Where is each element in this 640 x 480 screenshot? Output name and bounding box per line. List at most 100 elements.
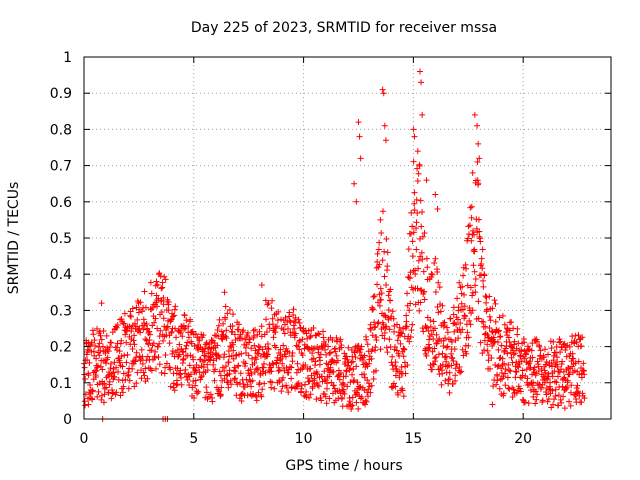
- data-point: [469, 307, 476, 314]
- data-point: [119, 389, 126, 396]
- data-point: [486, 293, 493, 300]
- data-point: [94, 362, 101, 369]
- data-point: [293, 369, 300, 376]
- data-point: [545, 396, 552, 403]
- data-point: [449, 355, 456, 362]
- data-point: [391, 322, 398, 329]
- data-point: [118, 316, 125, 323]
- data-point: [397, 340, 404, 347]
- data-point: [556, 384, 563, 391]
- data-point: [166, 340, 173, 347]
- data-point: [127, 313, 134, 320]
- data-point: [229, 311, 236, 318]
- data-point: [98, 300, 105, 307]
- data-point: [364, 377, 371, 384]
- data-point: [277, 346, 284, 353]
- data-point: [139, 360, 146, 367]
- data-point: [103, 374, 110, 381]
- data-point: [250, 391, 257, 398]
- data-point: [468, 237, 475, 244]
- data-point: [293, 342, 300, 349]
- data-point: [295, 316, 302, 323]
- data-point: [469, 292, 476, 299]
- data-point: [470, 227, 477, 234]
- data-point: [372, 367, 379, 374]
- data-point: [509, 393, 516, 400]
- data-point: [362, 397, 369, 404]
- data-point: [414, 165, 421, 172]
- data-point: [192, 377, 199, 384]
- data-point: [217, 391, 224, 398]
- data-point: [383, 323, 390, 330]
- data-point: [244, 381, 251, 388]
- data-point: [217, 372, 224, 379]
- data-point: [568, 382, 575, 389]
- data-point: [209, 398, 216, 405]
- data-point: [528, 347, 535, 354]
- data-point: [139, 353, 146, 360]
- data-point: [182, 366, 189, 373]
- data-point: [357, 346, 364, 353]
- data-point: [486, 324, 493, 331]
- data-point: [141, 372, 148, 379]
- data-point: [192, 382, 199, 389]
- data-point: [147, 279, 154, 286]
- data-point: [439, 350, 446, 357]
- data-point: [406, 307, 413, 314]
- data-point: [288, 375, 295, 382]
- data-point: [230, 347, 237, 354]
- data-point: [244, 329, 251, 336]
- data-point: [365, 386, 372, 393]
- data-point: [240, 359, 247, 366]
- data-point: [176, 370, 183, 377]
- data-point: [251, 369, 258, 376]
- data-point: [549, 387, 556, 394]
- data-point: [250, 332, 257, 339]
- data-point: [435, 351, 442, 358]
- data-point: [499, 355, 506, 362]
- data-point: [356, 133, 363, 140]
- data-point: [118, 337, 125, 344]
- data-point: [435, 279, 442, 286]
- data-point: [411, 189, 418, 196]
- data-point: [160, 315, 167, 322]
- data-point: [418, 287, 425, 294]
- data-point: [116, 348, 123, 355]
- data-point: [230, 341, 237, 348]
- data-point: [138, 375, 145, 382]
- data-point: [451, 328, 458, 335]
- data-point: [289, 358, 296, 365]
- data-point: [449, 338, 456, 345]
- data-point: [370, 375, 377, 382]
- data-point: [253, 397, 260, 404]
- data-point: [502, 366, 509, 373]
- data-point: [478, 255, 485, 262]
- data-point: [81, 364, 88, 371]
- data-point: [548, 363, 555, 370]
- data-point: [103, 332, 110, 339]
- data-point: [414, 285, 421, 292]
- data-point: [465, 223, 472, 230]
- data-point: [155, 295, 162, 302]
- data-point: [268, 379, 275, 386]
- data-point: [374, 320, 381, 327]
- data-point: [85, 372, 92, 379]
- data-point: [158, 309, 165, 316]
- data-point: [286, 309, 293, 316]
- data-point: [410, 158, 417, 165]
- data-point: [184, 339, 191, 346]
- data-point: [307, 365, 314, 372]
- data-point: [251, 342, 258, 349]
- data-point: [377, 285, 384, 292]
- data-point: [521, 355, 528, 362]
- data-point: [91, 337, 98, 344]
- data-point: [152, 315, 159, 322]
- data-point: [296, 338, 303, 345]
- data-point: [235, 326, 242, 333]
- data-point: [548, 345, 555, 352]
- data-point: [495, 327, 502, 334]
- data-point: [97, 347, 104, 354]
- data-point: [567, 402, 574, 409]
- data-point: [323, 385, 330, 392]
- data-point: [123, 339, 130, 346]
